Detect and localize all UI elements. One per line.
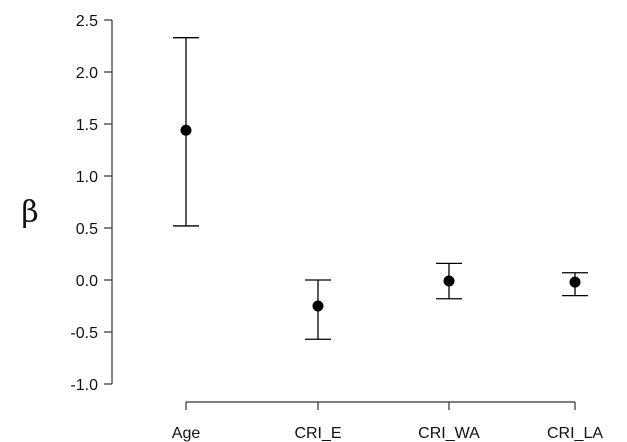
y-tick-label: 1.0 (76, 169, 98, 186)
x-ticks: Age CRI_E CRI_WA CRI_LA (172, 402, 603, 442)
estimate-point (180, 124, 192, 136)
x-tick-label: CRI_WA (418, 425, 480, 442)
estimate-series (173, 37, 588, 340)
y-tick-label: 0.5 (76, 221, 98, 238)
x-tick-label: CRI_LA (547, 425, 603, 442)
x-tick-label: Age (172, 425, 201, 442)
y-axis-label: β (21, 195, 38, 230)
estimate-point (569, 276, 581, 288)
estimate-point (443, 275, 455, 287)
error-bar-group-cri-wa (436, 262, 462, 300)
y-ticks: -1.0 -0.5 0.0 0.5 1.0 1.5 2.0 2.5 (70, 13, 112, 394)
error-bar-group-cri-e (305, 279, 331, 340)
x-tick-label: CRI_E (294, 425, 341, 442)
axes (111, 20, 575, 403)
error-bar-group-cri-la (562, 272, 588, 297)
y-tick-label: 1.5 (76, 117, 98, 134)
y-tick-label: 2.0 (76, 65, 98, 82)
error-bar-group-age (173, 37, 199, 227)
y-tick-label: -1.0 (70, 377, 98, 394)
estimate-point (312, 300, 324, 312)
y-tick-label: 2.5 (76, 13, 98, 30)
y-tick-label: -0.5 (70, 325, 98, 342)
y-tick-label: 0.0 (76, 273, 98, 290)
